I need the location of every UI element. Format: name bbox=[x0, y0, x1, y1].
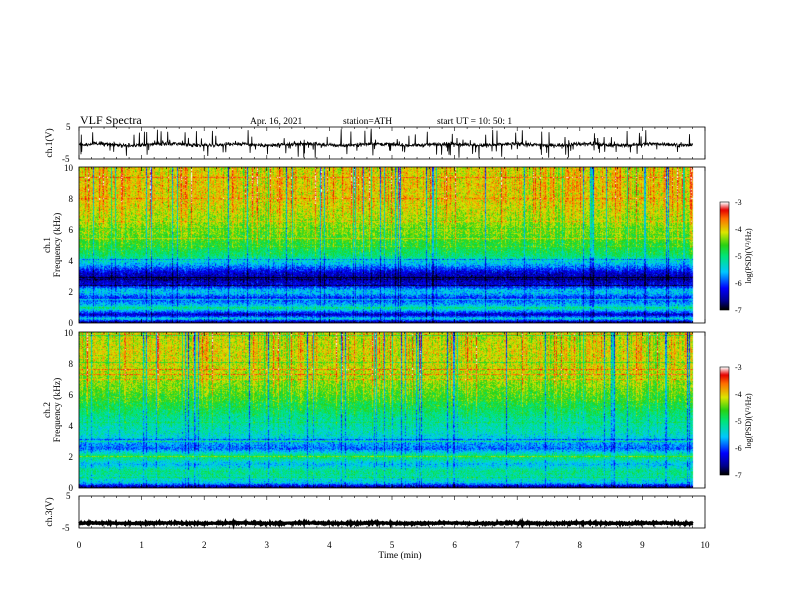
ch1-freq-tick-6: 6 bbox=[69, 225, 74, 235]
ch2-colorbar-tick-m7: -7 bbox=[735, 471, 742, 480]
ch1-freq-tick-2: 2 bbox=[69, 287, 74, 297]
ylabel-line-1: Frequency (kHz) bbox=[52, 213, 63, 278]
ch2-spectrogram-panel: 10 8 6 4 2 0 ch.2Frequency (kHz) -3 -4 -… bbox=[43, 328, 753, 493]
ch1-colorbar bbox=[720, 202, 729, 310]
x-tick-label-6: 6 bbox=[452, 540, 457, 550]
ch2-freq-tick-0: 0 bbox=[69, 483, 74, 493]
x-tick-label-4: 4 bbox=[327, 540, 332, 550]
ch2-spectrogram-ylabel: ch.2Frequency (kHz) bbox=[43, 378, 63, 443]
ch2-colorbar-frame bbox=[719, 366, 730, 476]
x-tick-label-7: 7 bbox=[515, 540, 520, 550]
ch1-spectrogram-frame bbox=[78, 166, 706, 324]
ch1-colorbar-tick-m3: -3 bbox=[735, 198, 742, 207]
ch2-colorbar-tick-m3: -3 bbox=[735, 363, 742, 372]
ch2-spectrogram-image-holder bbox=[79, 332, 705, 488]
ch3-ytick-bottom: -5 bbox=[62, 523, 70, 533]
ylabel-line-0: ch.2 bbox=[43, 402, 53, 418]
start-time-label: start UT = 10: 50: 1 bbox=[437, 117, 512, 127]
ch1-spectrogram-heatmap bbox=[79, 167, 705, 323]
x-tick-label-1: 1 bbox=[139, 540, 144, 550]
ch2-colorbar-tick-m6: -6 bbox=[735, 444, 742, 453]
ch1-frame bbox=[78, 126, 706, 160]
x-tick-label-0: 0 bbox=[77, 540, 82, 550]
ch1-ytick-bottom: -5 bbox=[62, 154, 70, 164]
ch2-colorbar-holder bbox=[720, 367, 729, 475]
ch1-ytick-top: 5 bbox=[66, 122, 71, 132]
ch1-freq-tick-4: 4 bbox=[69, 256, 74, 266]
x-tick-label-3: 3 bbox=[265, 540, 270, 550]
ch1-spectrogram-panel: 10 8 6 4 2 0 ch.1Frequency (kHz) -3 -4 -… bbox=[43, 163, 753, 328]
ch1-ylabel: ch.1(V) bbox=[44, 128, 55, 157]
ch1-colorbar-frame bbox=[719, 201, 730, 311]
ylabel-line-0: ch.1 bbox=[43, 237, 53, 253]
ch2-colorbar-label: log(PSD)(V²/Hz) bbox=[744, 393, 753, 449]
ch2-freq-tick-6: 6 bbox=[69, 390, 74, 400]
ch1-freq-tick-0: 0 bbox=[69, 318, 74, 328]
ch3-waveform-panel: 5 -5 ch.3(V) bbox=[44, 491, 706, 533]
ch1-freq-tick-10: 10 bbox=[64, 163, 74, 173]
ch3-waveform-trace bbox=[78, 517, 694, 530]
ch1-colorbar-tick-m4: -4 bbox=[735, 225, 742, 234]
x-axis-tick-labels: 0 1 2 3 4 5 6 7 8 9 10 bbox=[77, 540, 710, 550]
ylabel-line-1: Frequency (kHz) bbox=[52, 378, 63, 443]
ch1-colorbar-tick-m6: -6 bbox=[735, 279, 742, 288]
station-label: station=ATH bbox=[343, 117, 392, 127]
ch1-colorbar-tick-m5: -5 bbox=[735, 252, 742, 261]
ch2-freq-tick-4: 4 bbox=[69, 421, 74, 431]
x-tick-label-8: 8 bbox=[578, 540, 583, 550]
ch2-freq-tick-10: 10 bbox=[64, 328, 74, 338]
ch2-freq-tick-8: 8 bbox=[69, 359, 74, 369]
x-tick-label-2: 2 bbox=[202, 540, 207, 550]
ch3-ytick-top: 5 bbox=[66, 491, 71, 501]
ch1-waveform-trace bbox=[78, 128, 693, 158]
ch2-spectrogram-heatmap bbox=[79, 332, 705, 488]
ch1-spectrogram-image-holder bbox=[79, 167, 705, 323]
x-tick-label-5: 5 bbox=[390, 540, 395, 550]
ch1-colorbar-label: log(PSD)(V²/Hz) bbox=[744, 228, 753, 284]
x-tick-label-10: 10 bbox=[701, 540, 711, 550]
ch3-ylabel: ch.3(V) bbox=[44, 497, 55, 526]
ch3-frame bbox=[78, 495, 706, 529]
x-axis-label: Time (min) bbox=[378, 550, 421, 561]
ch2-spectrogram-frame bbox=[78, 331, 706, 489]
ch1-waveform-panel: 5 -5 ch.1(V) bbox=[44, 122, 706, 164]
ch2-colorbar-tick-m4: -4 bbox=[735, 390, 742, 399]
ch2-colorbar bbox=[720, 367, 729, 475]
ch2-freq-tick-2: 2 bbox=[69, 452, 74, 462]
ch1-spectrogram-ylabel: ch.1Frequency (kHz) bbox=[43, 213, 63, 278]
date-label: Apr. 16, 2021 bbox=[250, 117, 303, 127]
x-tick-label-9: 9 bbox=[640, 540, 645, 550]
ch1-colorbar-tick-m7: -7 bbox=[735, 306, 742, 315]
ch1-colorbar-holder bbox=[720, 202, 729, 310]
figure-title: VLF Spectra bbox=[80, 113, 142, 127]
ch2-colorbar-tick-m5: -5 bbox=[735, 417, 742, 426]
ch1-freq-tick-8: 8 bbox=[69, 194, 74, 204]
